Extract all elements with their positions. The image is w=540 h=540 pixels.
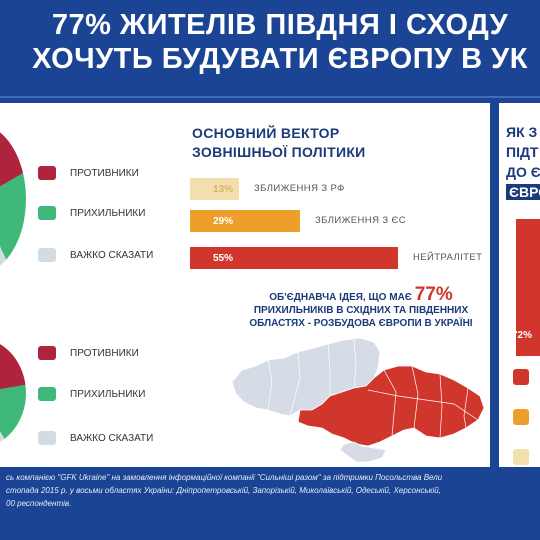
map-crimea (339, 441, 387, 463)
legend-label: ВАЖКО СКАЗАТИ (70, 432, 154, 444)
right-swatch-2 (513, 409, 529, 425)
footnote-line-1: сь компанією "GFK Ukraine" на замовлення… (6, 473, 443, 482)
vector-title-line-1: ОСНОВНИЙ ВЕКТОР (192, 125, 340, 141)
legend-label: ПРОТИВНИКИ (70, 347, 139, 359)
bar-label-2: НЕЙТРАЛІТЕТ (413, 252, 483, 263)
swatch-supporters (38, 387, 56, 401)
right-swatch-3 (513, 449, 529, 465)
headline-line-2: ХОЧУТЬ БУДУВАТИ ЄВРОПУ В УК (32, 43, 528, 75)
right-bar (516, 219, 540, 356)
ukraine-map (231, 337, 485, 463)
right-bar-label: 72% (512, 330, 533, 341)
legend-hard-to-say-bottom: ВАЖКО СКАЗАТИ (38, 431, 153, 445)
legend-supporters-top: ПРИХИЛЬНИКИ (38, 206, 145, 220)
legend-hard-to-say-top: ВАЖКО СКАЗАТИ (38, 248, 153, 262)
bar-label-0: ЗБЛИЖЕННЯ З РФ (254, 183, 345, 194)
bar-2: 55% (190, 247, 398, 269)
legend-label: ПРИХИЛЬНИКИ (70, 388, 146, 400)
legend-opponents-top: ПРОТИВНИКИ (38, 166, 139, 180)
legend-supporters-bottom: ПРИХИЛЬНИКИ (38, 387, 145, 401)
swatch-opponents (38, 346, 56, 360)
right-swatch-1 (513, 369, 529, 385)
footnote-line-2: стопада 2015 р. у восьми областях Україн… (6, 486, 441, 495)
map-east-south (297, 365, 485, 447)
right-title-line-2: ПІДТ (506, 144, 539, 160)
legend-label: ПРОТИВНИКИ (70, 167, 139, 179)
footnote: сь компанією "GFK Ukraine" на замовлення… (0, 471, 540, 510)
swatch-hard-to-say (38, 431, 56, 445)
right-title-line-1: ЯК З (506, 124, 538, 140)
legend-label: ПРИХИЛЬНИКИ (70, 207, 146, 219)
bar-1: 29% (190, 210, 300, 232)
legend-opponents-bottom: ПРОТИВНИКИ (38, 346, 139, 360)
bar-0: 13% (190, 178, 239, 200)
swatch-opponents (38, 166, 56, 180)
right-title-line-4: ЄВРО (506, 184, 540, 200)
headline: 77% ЖИТЕЛІВ ПІВДНЯ І СХОДУ ХОЧУТЬ БУДУВА… (0, 8, 540, 76)
footnote-line-3: 00 респондентів. (6, 499, 72, 508)
idea-line-2: ПРИХИЛЬНИКІВ В СХІДНИХ ТА ПІВДЕННИХ (253, 305, 469, 316)
idea-big-number: 77% (414, 284, 453, 305)
swatch-hard-to-say (38, 248, 56, 262)
header-divider (0, 96, 540, 98)
map-region-borders (267, 339, 479, 439)
right-title: ЯК З ПІДТ ДО Є ЄВРО (506, 122, 540, 202)
swatch-supporters (38, 206, 56, 220)
headline-line-1: 77% ЖИТЕЛІВ ПІВДНЯ І СХОДУ (51, 9, 509, 41)
vector-title-line-2: ЗОВНІШНЬОЇ ПОЛІТИКИ (192, 144, 366, 160)
unifying-idea: ОБ'ЄДНАВЧА ІДЕЯ, ЩО МАЄ 77% ПРИХИЛЬНИКІВ… (230, 285, 492, 330)
right-title-line-3: ДО Є (506, 164, 540, 180)
bar-label-1: ЗБЛИЖЕННЯ З ЄС (315, 215, 407, 226)
vector-title: ОСНОВНИЙ ВЕКТОР ЗОВНІШНЬОЇ ПОЛІТИКИ (192, 124, 366, 162)
idea-line-3: ОБЛАСТЯХ - РОЗБУДОВА ЄВРОПИ В УКРАЇНІ (249, 318, 473, 329)
idea-line-1: ОБ'ЄДНАВЧА ІДЕЯ, ЩО МАЄ (269, 292, 412, 303)
legend-label: ВАЖКО СКАЗАТИ (70, 249, 154, 261)
